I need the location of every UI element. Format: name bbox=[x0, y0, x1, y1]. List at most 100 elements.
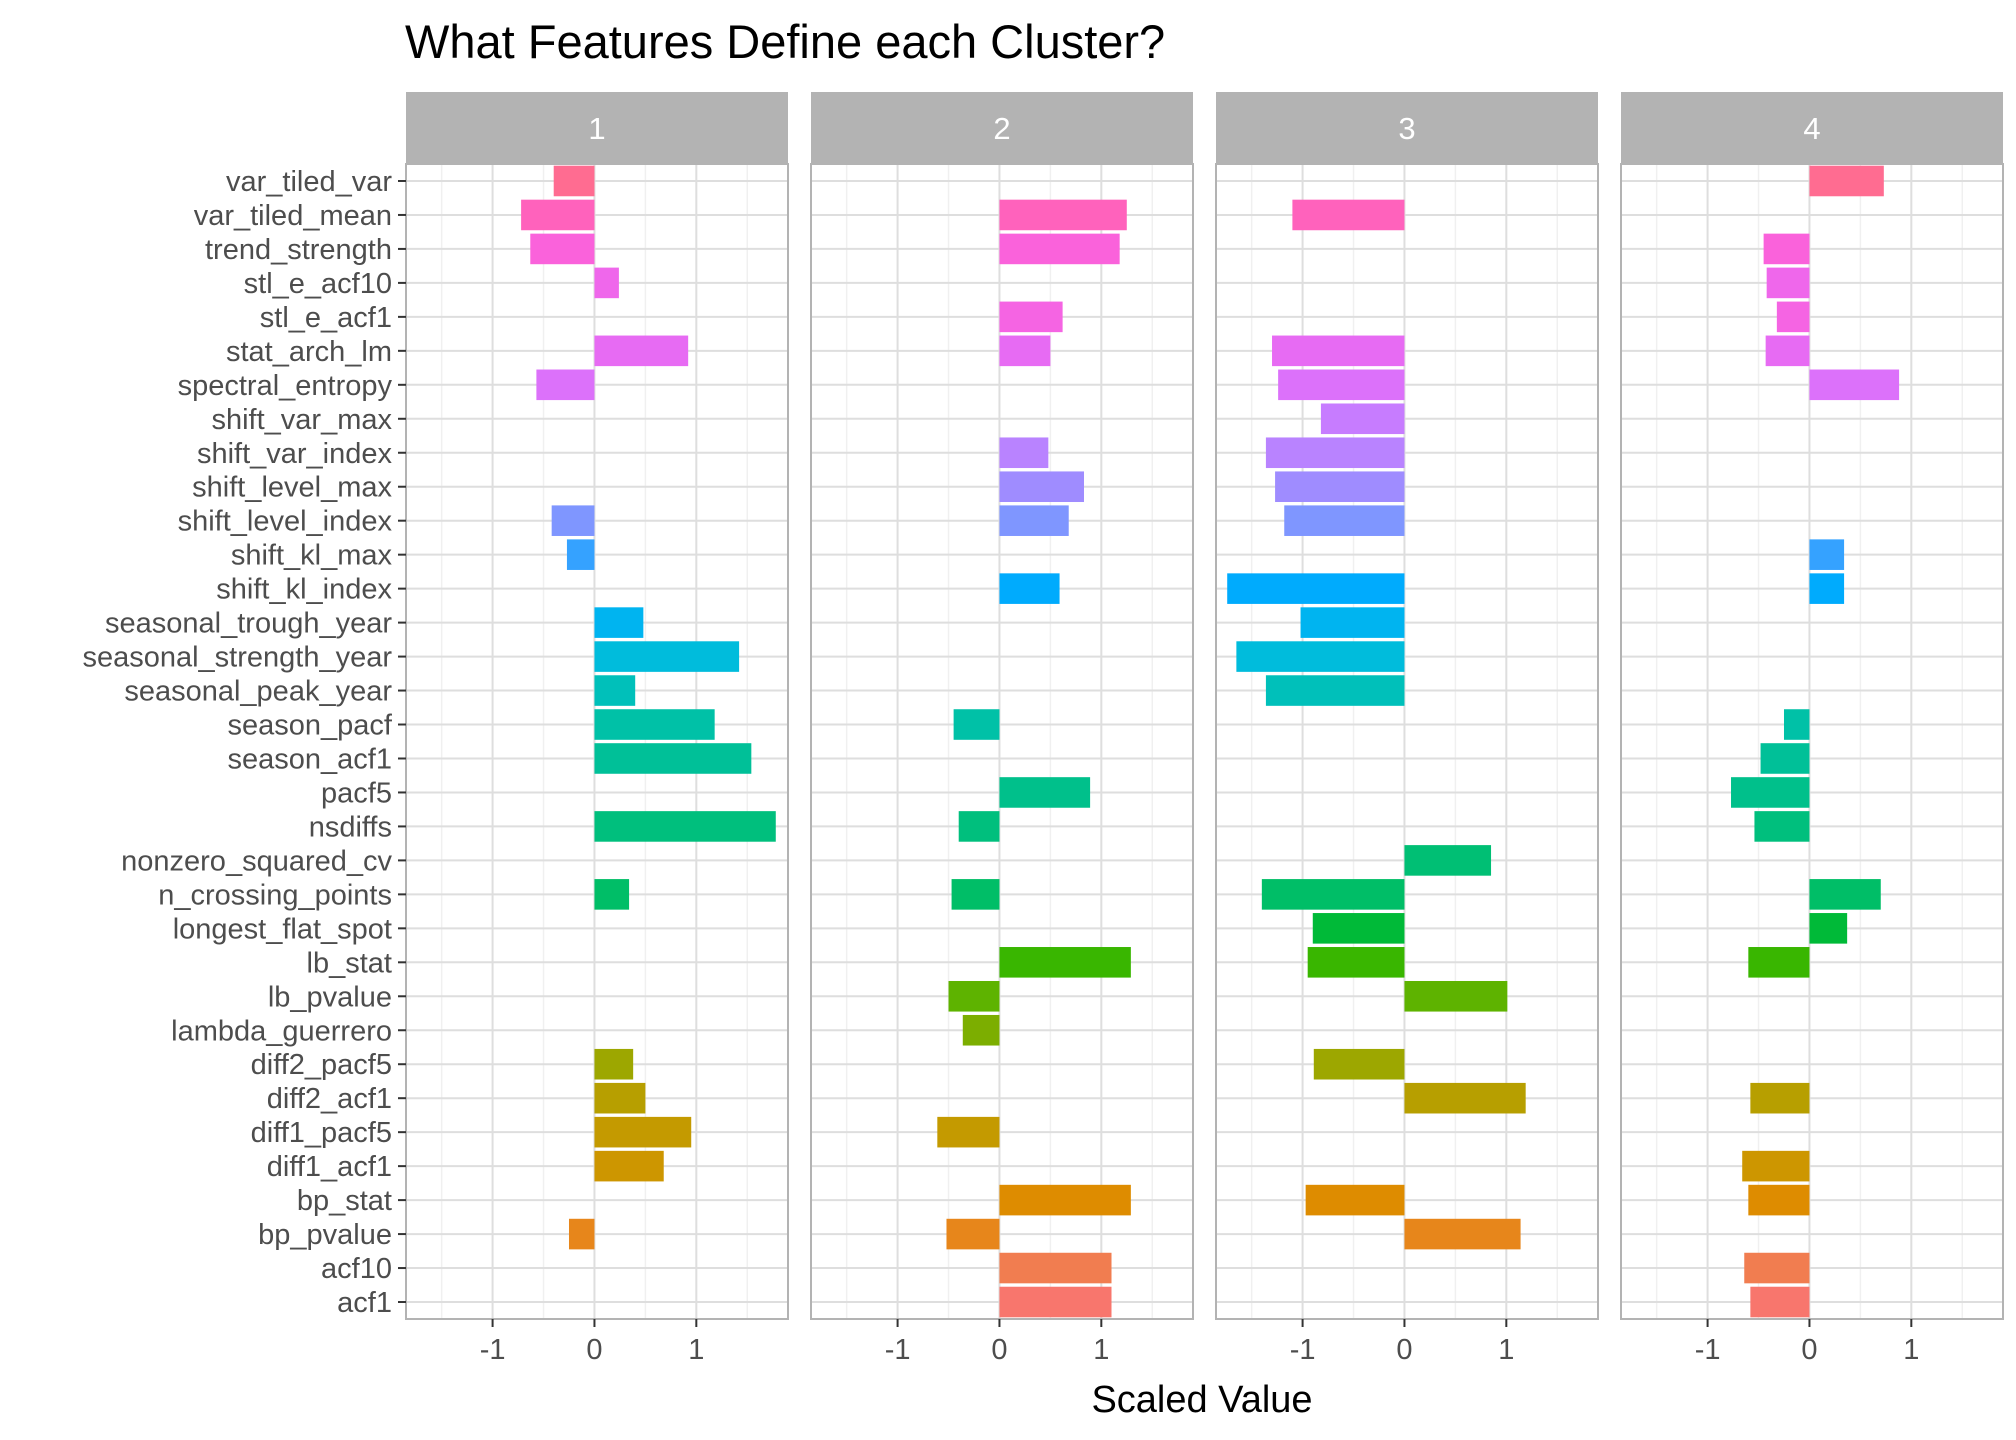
bar-diff2_pacf5 bbox=[594, 1048, 634, 1080]
y-tick-label-acf10: acf10 bbox=[321, 1253, 392, 1285]
panel-border bbox=[1215, 163, 1599, 1320]
y-tick-label-diff2_acf1: diff2_acf1 bbox=[267, 1083, 392, 1115]
bar-spectral_entropy bbox=[1809, 369, 1900, 401]
facet-strip-label: 4 bbox=[1803, 111, 1820, 146]
bar-bp_pvalue bbox=[946, 1218, 1000, 1250]
bar-lb_pvalue bbox=[948, 980, 1000, 1012]
bar-seasonal_peak_year bbox=[1265, 675, 1405, 706]
bar-shift_kl_max bbox=[566, 539, 595, 570]
bar-diff1_pacf5 bbox=[594, 1116, 692, 1148]
bar-acf10 bbox=[999, 1252, 1112, 1284]
x-tick-label: -1 bbox=[885, 1334, 911, 1366]
bar-trend_strength bbox=[1763, 233, 1810, 265]
bar-seasonal_peak_year bbox=[594, 675, 636, 706]
y-tick-label-trend_strength: trend_strength bbox=[205, 234, 392, 266]
y-tick-label-seasonal_peak_year: seasonal_peak_year bbox=[124, 676, 392, 708]
facet-panel-1: 1 -1 0 1 bbox=[405, 92, 789, 1366]
y-tick-label-seasonal_trough_year: seasonal_trough_year bbox=[105, 608, 392, 640]
bar-nsdiffs bbox=[594, 811, 776, 842]
bar-acf1 bbox=[1750, 1286, 1810, 1318]
y-tick-label-longest_flat_spot: longest_flat_spot bbox=[173, 913, 392, 945]
bar-lb_stat bbox=[999, 947, 1131, 978]
bar-var_tiled_mean bbox=[1292, 199, 1405, 231]
y-tick-label-bp_pvalue: bp_pvalue bbox=[258, 1219, 392, 1251]
bar-n_crossing_points bbox=[1809, 879, 1881, 910]
bar-var_tiled_var bbox=[553, 165, 595, 197]
bar-n_crossing_points bbox=[594, 879, 630, 910]
y-tick-label-shift_var_max: shift_var_max bbox=[211, 404, 392, 436]
x-axis-label: Scaled Value bbox=[1091, 1379, 1312, 1421]
y-tick-label-shift_var_index: shift_var_index bbox=[197, 438, 393, 470]
bar-spectral_entropy bbox=[1278, 369, 1405, 401]
bar-trend_strength bbox=[530, 233, 595, 265]
x-tick-label: 1 bbox=[688, 1334, 704, 1366]
y-tick-label-nsdiffs: nsdiffs bbox=[309, 811, 392, 843]
bar-var_tiled_mean bbox=[521, 199, 595, 231]
bar-seasonal_trough_year bbox=[594, 607, 644, 638]
bar-nsdiffs bbox=[1754, 811, 1810, 842]
panel-background bbox=[1621, 164, 2003, 1319]
y-tick-label-spectral_entropy: spectral_entropy bbox=[178, 370, 393, 402]
x-tick-label: 0 bbox=[586, 1334, 602, 1366]
panel-border bbox=[810, 163, 1194, 1320]
y-tick-label-n_crossing_points: n_crossing_points bbox=[158, 879, 392, 911]
bar-shift_var_index bbox=[1265, 437, 1405, 469]
facet-panels: 1 -1 0 1 2 -1 0 1 3 -1 0 1 4 -1 0 1 bbox=[405, 92, 2004, 1366]
y-tick-label-season_pacf: season_pacf bbox=[228, 710, 393, 742]
bar-pacf5 bbox=[1731, 777, 1810, 808]
bar-season_pacf bbox=[594, 709, 715, 740]
y-tick-label-stl_e_acf1: stl_e_acf1 bbox=[260, 302, 392, 334]
bar-stat_arch_lm bbox=[999, 335, 1051, 367]
bar-n_crossing_points bbox=[1261, 879, 1405, 910]
x-tick-label: 1 bbox=[1498, 1334, 1514, 1366]
bar-n_crossing_points bbox=[951, 879, 1000, 910]
bar-shift_kl_index bbox=[1227, 573, 1405, 604]
bar-pacf5 bbox=[999, 777, 1091, 808]
facet-strip-label: 3 bbox=[1398, 111, 1415, 146]
bar-nonzero_squared_cv bbox=[1404, 845, 1492, 876]
panel-border bbox=[1620, 163, 2004, 1320]
y-tick-label-lb_stat: lb_stat bbox=[307, 947, 392, 979]
bar-stl_e_acf1 bbox=[999, 301, 1063, 333]
y-tick-label-diff1_pacf5: diff1_pacf5 bbox=[251, 1117, 392, 1149]
bar-lambda_guerrero bbox=[962, 1014, 1000, 1046]
y-tick-label-nonzero_squared_cv: nonzero_squared_cv bbox=[121, 845, 392, 877]
facet-strip bbox=[406, 92, 788, 164]
bar-acf1 bbox=[999, 1286, 1112, 1318]
bar-diff2_acf1 bbox=[1404, 1082, 1526, 1114]
bar-diff2_pacf5 bbox=[1313, 1048, 1405, 1080]
y-tick-label-season_acf1: season_acf1 bbox=[228, 743, 392, 775]
facet-strip bbox=[1216, 92, 1598, 164]
y-tick-label-shift_kl_max: shift_kl_max bbox=[231, 540, 393, 572]
x-tick-label: 0 bbox=[1801, 1334, 1817, 1366]
x-tick-label: 0 bbox=[991, 1334, 1007, 1366]
bar-longest_flat_spot bbox=[1809, 913, 1848, 944]
y-tick-label-var_tiled_var: var_tiled_var bbox=[226, 166, 392, 198]
y-tick-label-diff1_acf1: diff1_acf1 bbox=[267, 1151, 392, 1183]
bar-bp_stat bbox=[1748, 1184, 1810, 1216]
bar-lb_pvalue bbox=[1404, 980, 1508, 1012]
bar-shift_level_index bbox=[551, 505, 595, 536]
bar-season_pacf bbox=[953, 709, 1000, 740]
bar-nsdiffs bbox=[958, 811, 1000, 842]
x-tick-label: 1 bbox=[1093, 1334, 1109, 1366]
bar-acf10 bbox=[1744, 1252, 1810, 1284]
bar-seasonal_strength_year bbox=[594, 641, 740, 672]
y-tick-label-shift_kl_index: shift_kl_index bbox=[216, 574, 392, 606]
y-tick-label-shift_level_max: shift_level_max bbox=[192, 472, 392, 504]
y-tick-label-pacf5: pacf5 bbox=[321, 777, 392, 809]
bar-shift_level_index bbox=[1284, 505, 1405, 536]
bar-shift_var_max bbox=[1320, 403, 1405, 435]
y-tick-label-seasonal_strength_year: seasonal_strength_year bbox=[82, 642, 392, 674]
bar-bp_pvalue bbox=[568, 1218, 595, 1250]
y-tick-label-var_tiled_mean: var_tiled_mean bbox=[194, 200, 392, 232]
bar-stat_arch_lm bbox=[594, 335, 689, 367]
facet-strip bbox=[811, 92, 1193, 164]
x-tick-label: 0 bbox=[1396, 1334, 1412, 1366]
bar-stl_e_acf10 bbox=[1766, 267, 1810, 299]
x-tick-label: -1 bbox=[1695, 1334, 1721, 1366]
bar-season_acf1 bbox=[1760, 743, 1810, 774]
panel-border bbox=[405, 163, 789, 1320]
facet-panel-4: 4 -1 0 1 bbox=[1620, 92, 2004, 1366]
x-tick-label: 1 bbox=[1903, 1334, 1919, 1366]
